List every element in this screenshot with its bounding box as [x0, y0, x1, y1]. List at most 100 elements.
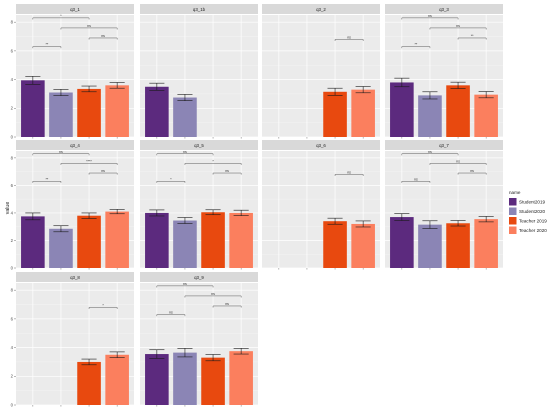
- legend-label: Student2020: [519, 209, 546, 214]
- significance-bracket: [156, 153, 214, 156]
- bar-teacher2020: [105, 85, 129, 137]
- significance-label: ns: [347, 171, 351, 175]
- significance-label: ns: [183, 282, 187, 286]
- significance-bracket: [401, 181, 431, 183]
- significance-label: ns: [428, 150, 432, 154]
- bar-teacher2019: [323, 221, 347, 268]
- facet-strip: [385, 140, 503, 150]
- facet-strip: [262, 140, 380, 150]
- legend-label: Teacher 2020: [519, 228, 547, 233]
- significance-bracket: [88, 172, 118, 175]
- significance-label: ns: [87, 24, 91, 28]
- y-axis-title: value: [5, 202, 11, 215]
- significance-label: ns: [456, 159, 460, 163]
- facet-strip: [140, 4, 258, 14]
- bar-student2020: [49, 92, 73, 137]
- facet-strip: [16, 4, 134, 14]
- bar-teacher2019: [201, 357, 225, 405]
- significance-label: ns: [101, 169, 105, 173]
- legend-key: [509, 207, 517, 215]
- significance-bracket: [401, 153, 459, 156]
- significance-label: ns: [101, 34, 105, 38]
- y-tick-label: 0: [11, 402, 14, 407]
- facet-panel-q3_1: q3_1 0 2 4 6 8 ** ns ns *: [11, 4, 134, 139]
- facet-strip-label: q3_3: [439, 7, 449, 12]
- significance-bracket: [457, 37, 487, 40]
- facet-strip: [262, 4, 380, 14]
- bar-teacher2020: [474, 219, 498, 268]
- significance-bracket: [429, 163, 487, 165]
- significance-bracket: [88, 37, 118, 40]
- y-tick-label: 8: [11, 288, 14, 293]
- bar-student2019: [145, 86, 169, 137]
- facet-panel-q3_7: q3_7ns ns ns ns: [385, 140, 503, 270]
- facet-strip: [16, 140, 134, 150]
- significance-label: ns: [347, 36, 351, 40]
- facet-strip-label: q3_8: [70, 275, 80, 280]
- legend-key: [509, 226, 517, 234]
- y-tick-label: 2: [11, 106, 14, 111]
- facet-strip-label: q3_2: [316, 7, 326, 12]
- significance-label: ns: [59, 150, 63, 154]
- facet-strip-label: q3_4: [70, 143, 80, 148]
- significance-bracket: [156, 285, 214, 288]
- significance-label: *: [60, 14, 62, 18]
- y-tick-label: 0: [11, 134, 14, 139]
- bar-teacher2020: [474, 94, 498, 137]
- facet-strip: [140, 140, 258, 150]
- facet-strip-label: q3_5: [194, 143, 204, 148]
- significance-label: *: [102, 304, 104, 308]
- bar-student2019: [390, 217, 414, 268]
- significance-bracket: [184, 163, 242, 165]
- y-tick-label: 6: [11, 183, 14, 188]
- bar-teacher2019: [77, 88, 101, 137]
- y-tick-label: 6: [11, 316, 14, 321]
- legend-title: name: [509, 190, 521, 195]
- significance-bracket: [60, 163, 118, 165]
- significance-bracket: [334, 39, 364, 41]
- significance-label: ns: [211, 292, 215, 296]
- bar-student2020: [173, 220, 197, 268]
- significance-bracket: [457, 172, 487, 175]
- significance-bracket: [156, 181, 186, 183]
- significance-label: ns: [470, 169, 474, 173]
- facet-panel-q3_4: q3_4 0 2 4 6 8 ** ns **** ns: [11, 140, 134, 270]
- significance-bracket: [429, 27, 487, 30]
- significance-bracket: [401, 17, 459, 20]
- bar-student2020: [173, 97, 197, 137]
- bar-teacher2020: [105, 354, 129, 405]
- significance-bracket: [60, 27, 118, 30]
- bar-teacher2020: [351, 89, 375, 137]
- significance-label: *: [170, 177, 172, 181]
- facet-strip-label: q3_1b: [193, 7, 206, 12]
- bar-teacher2019: [323, 91, 347, 137]
- bar-teacher2020: [351, 223, 375, 268]
- bar-student2019: [145, 354, 169, 405]
- bar-teacher2019: [201, 212, 225, 268]
- facet-strip: [16, 272, 134, 282]
- significance-label: ns: [183, 150, 187, 154]
- bar-teacher2019: [77, 215, 101, 268]
- bar-student2019: [21, 216, 45, 268]
- facet-panel-q3_1b: q3_1b: [140, 4, 258, 139]
- significance-label: ns: [428, 14, 432, 18]
- significance-bracket: [334, 174, 364, 176]
- legend: name Student2019 Student2020 Teacher 2019 T…: [509, 190, 547, 234]
- facet-strip-label: q3_7: [439, 143, 449, 148]
- bar-teacher2020: [229, 212, 253, 268]
- bar-student2019: [21, 80, 45, 137]
- significance-bracket: [212, 305, 242, 308]
- significance-bracket: [88, 307, 118, 309]
- y-tick-label: 8: [11, 20, 14, 25]
- bar-student2020: [418, 224, 442, 268]
- bar-student2020: [173, 352, 197, 405]
- significance-label: **: [45, 177, 48, 181]
- bar-student2020: [49, 228, 73, 268]
- significance-bracket: [401, 46, 431, 49]
- facet-panel-q3_2: q3_2ns: [262, 4, 380, 139]
- bar-student2020: [418, 95, 442, 137]
- legend-label: Student2019: [519, 199, 546, 204]
- significance-label: **: [414, 43, 417, 47]
